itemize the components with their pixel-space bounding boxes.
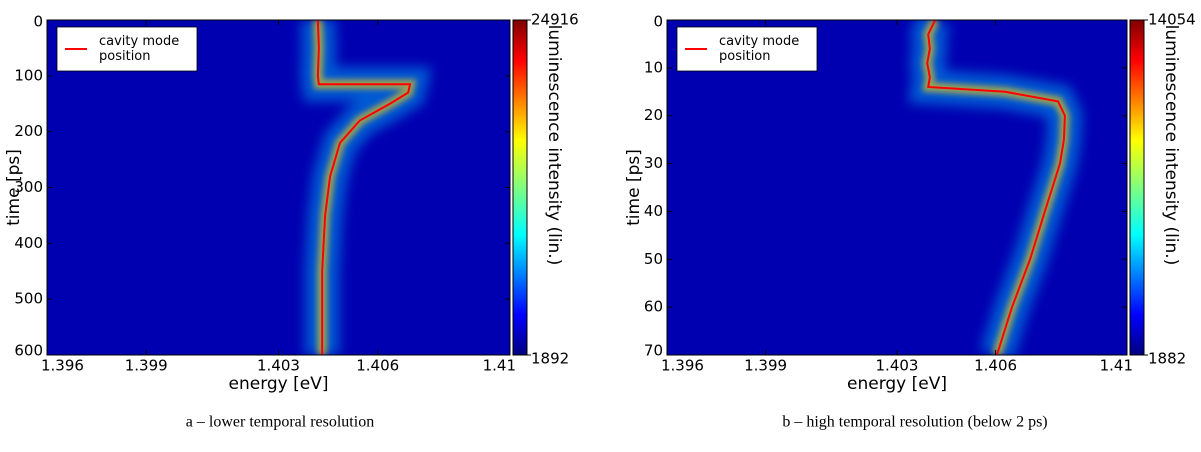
y-tick-label: 60 bbox=[644, 298, 663, 316]
y-tick-label: 600 bbox=[14, 342, 43, 360]
x-tick-label: 1.399 bbox=[125, 357, 168, 375]
colorbar-label: luminescence intensity (lin.) bbox=[544, 25, 564, 266]
x-tick-label: 1.41 bbox=[483, 357, 516, 375]
y-tick-label: 200 bbox=[14, 122, 43, 140]
colorbar-tick-label: 24916 bbox=[531, 11, 579, 29]
x-axis-label: energy [eV] bbox=[229, 374, 329, 394]
y-tick-label: 100 bbox=[14, 66, 43, 84]
x-tick-label: 1.396 bbox=[661, 357, 704, 375]
cavity-line bbox=[316, 19, 412, 355]
legend-label: cavity mode position bbox=[99, 34, 180, 64]
x-tick-label: 1.396 bbox=[41, 357, 84, 375]
y-tick-label: 70 bbox=[644, 342, 663, 360]
x-tick-label: 1.403 bbox=[257, 357, 300, 375]
y-axis-label: time [ps] bbox=[4, 149, 24, 226]
colorbar bbox=[512, 19, 528, 356]
x-tick-label: 1.406 bbox=[974, 357, 1017, 375]
y-tick-label: 0 bbox=[653, 13, 663, 31]
y-tick-label: 500 bbox=[14, 290, 43, 308]
caption: a – lower temporal resolution bbox=[186, 414, 374, 431]
x-tick-label: 1.399 bbox=[744, 357, 787, 375]
x-tick-label: 1.403 bbox=[876, 357, 919, 375]
caption: b – high temporal resolution (below 2 ps… bbox=[782, 414, 1047, 431]
colorbar bbox=[1129, 19, 1145, 356]
y-tick-label: 50 bbox=[644, 250, 663, 268]
colorbar-tick-label: 1892 bbox=[531, 350, 569, 368]
legend-label: cavity mode position bbox=[719, 34, 800, 64]
colorbar-tick-label: 14054 bbox=[1148, 11, 1196, 29]
y-axis-label: time [ps] bbox=[624, 149, 644, 226]
colorbar-tick-label: 1882 bbox=[1148, 350, 1186, 368]
x-axis-label: energy [eV] bbox=[847, 374, 947, 394]
cavity-line bbox=[926, 19, 1066, 356]
y-tick-label: 300 bbox=[14, 178, 43, 196]
y-tick-label: 10 bbox=[644, 58, 663, 76]
y-tick-label: 0 bbox=[33, 13, 43, 31]
y-tick-label: 40 bbox=[644, 202, 663, 220]
y-tick-label: 400 bbox=[14, 234, 43, 252]
y-tick-label: 30 bbox=[644, 154, 663, 172]
colorbar-label: luminescence intensity (lin.) bbox=[1161, 25, 1181, 266]
x-tick-label: 1.406 bbox=[356, 357, 399, 375]
y-tick-label: 20 bbox=[644, 106, 663, 124]
x-tick-label: 1.41 bbox=[1100, 357, 1133, 375]
heatmap-background bbox=[47, 20, 510, 355]
